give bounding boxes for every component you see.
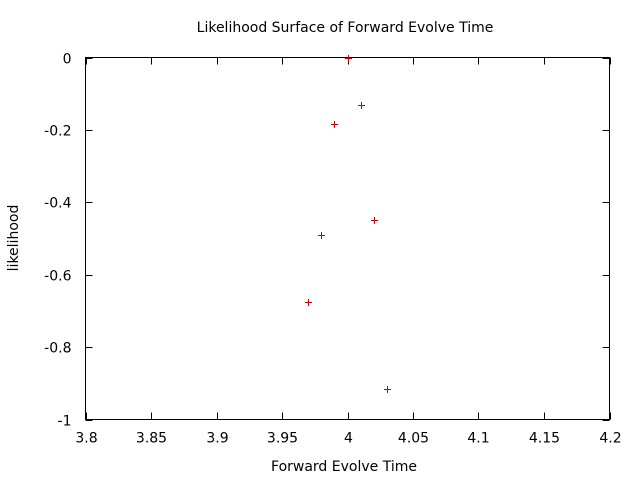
x-axis-label: Forward Evolve Time — [271, 459, 417, 475]
y-tick-label: -0.4 — [44, 196, 71, 212]
chart-title: Likelihood Surface of Forward Evolve Tim… — [197, 20, 494, 36]
x-tick-label: 4.1 — [467, 431, 489, 447]
x-tick-labels: 3.8 3.85 3.9 3.95 4 4.05 4.1 4.15 4.2 — [75, 431, 621, 447]
data-point — [371, 217, 378, 224]
y-tick-label: 0 — [63, 52, 72, 68]
x-tick-label: 4.2 — [599, 431, 621, 447]
y-tick-labels: 0 -0.2 -0.4 -0.6 -0.8 -1 — [44, 52, 71, 430]
data-points — [305, 55, 391, 393]
data-point — [384, 386, 391, 393]
data-point — [318, 232, 325, 239]
plot-frame — [85, 57, 610, 420]
data-point — [358, 102, 365, 109]
x-tick-label: 3.8 — [75, 431, 97, 447]
x-tick-label: 3.85 — [136, 431, 167, 447]
y-tick-label: -0.2 — [44, 124, 71, 140]
y-tick-label: -0.8 — [44, 341, 71, 357]
x-tick-label: 3.9 — [206, 431, 228, 447]
tick-marks — [85, 57, 611, 421]
x-tick-label: 4.15 — [529, 431, 560, 447]
data-point — [345, 55, 352, 62]
x-tick-label: 3.95 — [267, 431, 298, 447]
y-tick-label: -0.6 — [44, 269, 71, 285]
x-tick-label: 4 — [344, 431, 353, 447]
y-tick-label: -1 — [58, 414, 72, 430]
x-tick-label: 4.05 — [398, 431, 429, 447]
data-point — [305, 299, 312, 306]
data-point — [331, 121, 338, 128]
y-axis-label: likelihood — [6, 205, 22, 272]
